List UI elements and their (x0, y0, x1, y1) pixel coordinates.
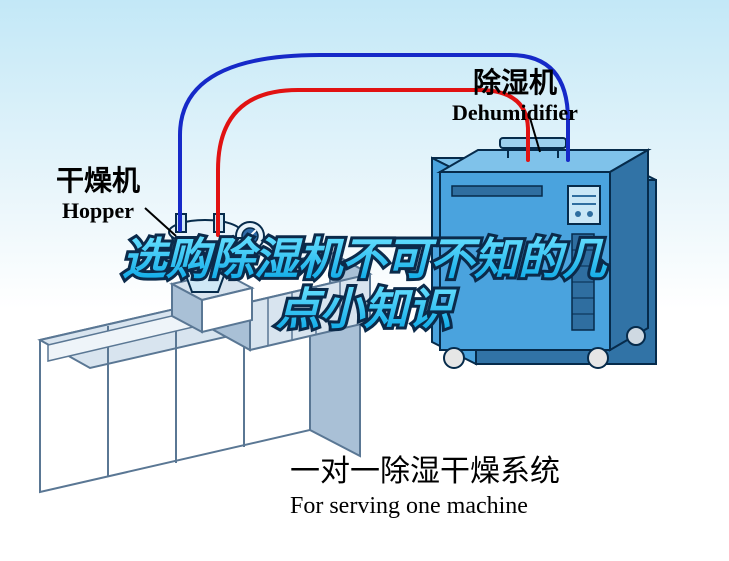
overlay-title: 选购除湿机不可不知的几 点小知识 (0, 0, 729, 561)
overlay-title-line1: 选购除湿机不可不知的几 (122, 235, 608, 284)
overlay-title-line2: 点小知识 (276, 285, 457, 334)
